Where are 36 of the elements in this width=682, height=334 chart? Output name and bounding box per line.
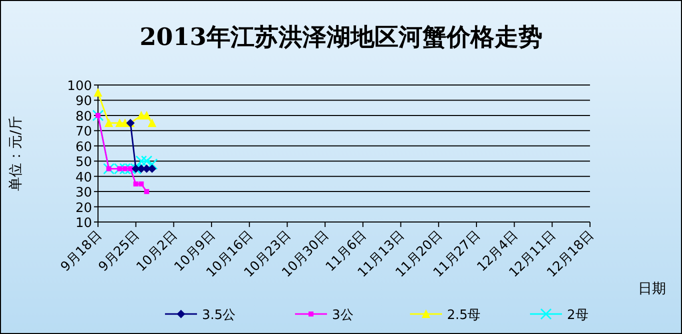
y-tick-label: 10	[75, 216, 92, 231]
y-axis-title: 单位：元/斤	[8, 116, 24, 191]
point	[92, 110, 104, 122]
point	[138, 181, 144, 186]
y-tick-label: 40	[75, 170, 92, 186]
point	[122, 166, 128, 172]
point	[148, 164, 156, 173]
point	[144, 189, 150, 194]
point	[133, 181, 138, 186]
y-tick-label: 100	[67, 79, 92, 94]
y-tick-label: 50	[75, 155, 92, 170]
legend-label: 3公	[332, 308, 354, 323]
y-tick-label: 60	[75, 140, 92, 155]
y-tick-label: 90	[75, 94, 92, 110]
point	[140, 155, 152, 167]
x-axis-title: 日期	[638, 281, 666, 297]
chart-title: 2013年江苏洪泽湖地区河蟹价格走势	[140, 22, 542, 51]
point	[146, 158, 158, 170]
y-tick-label: 30	[75, 186, 92, 201]
point	[119, 162, 131, 174]
point	[104, 119, 113, 128]
point	[94, 88, 102, 97]
legend-label: 2.5母	[447, 308, 481, 323]
point	[117, 166, 122, 172]
point	[106, 166, 112, 172]
point	[103, 162, 115, 174]
point	[128, 166, 133, 172]
point	[148, 119, 156, 128]
legend-label: 2母	[567, 308, 588, 323]
point	[136, 155, 148, 167]
y-tick-label: 20	[75, 200, 92, 216]
y-tick-label: 70	[75, 124, 92, 140]
legend-label: 3.5公	[202, 308, 236, 323]
point	[114, 162, 126, 174]
y-tick-label: 80	[75, 109, 92, 124]
point	[124, 162, 136, 174]
